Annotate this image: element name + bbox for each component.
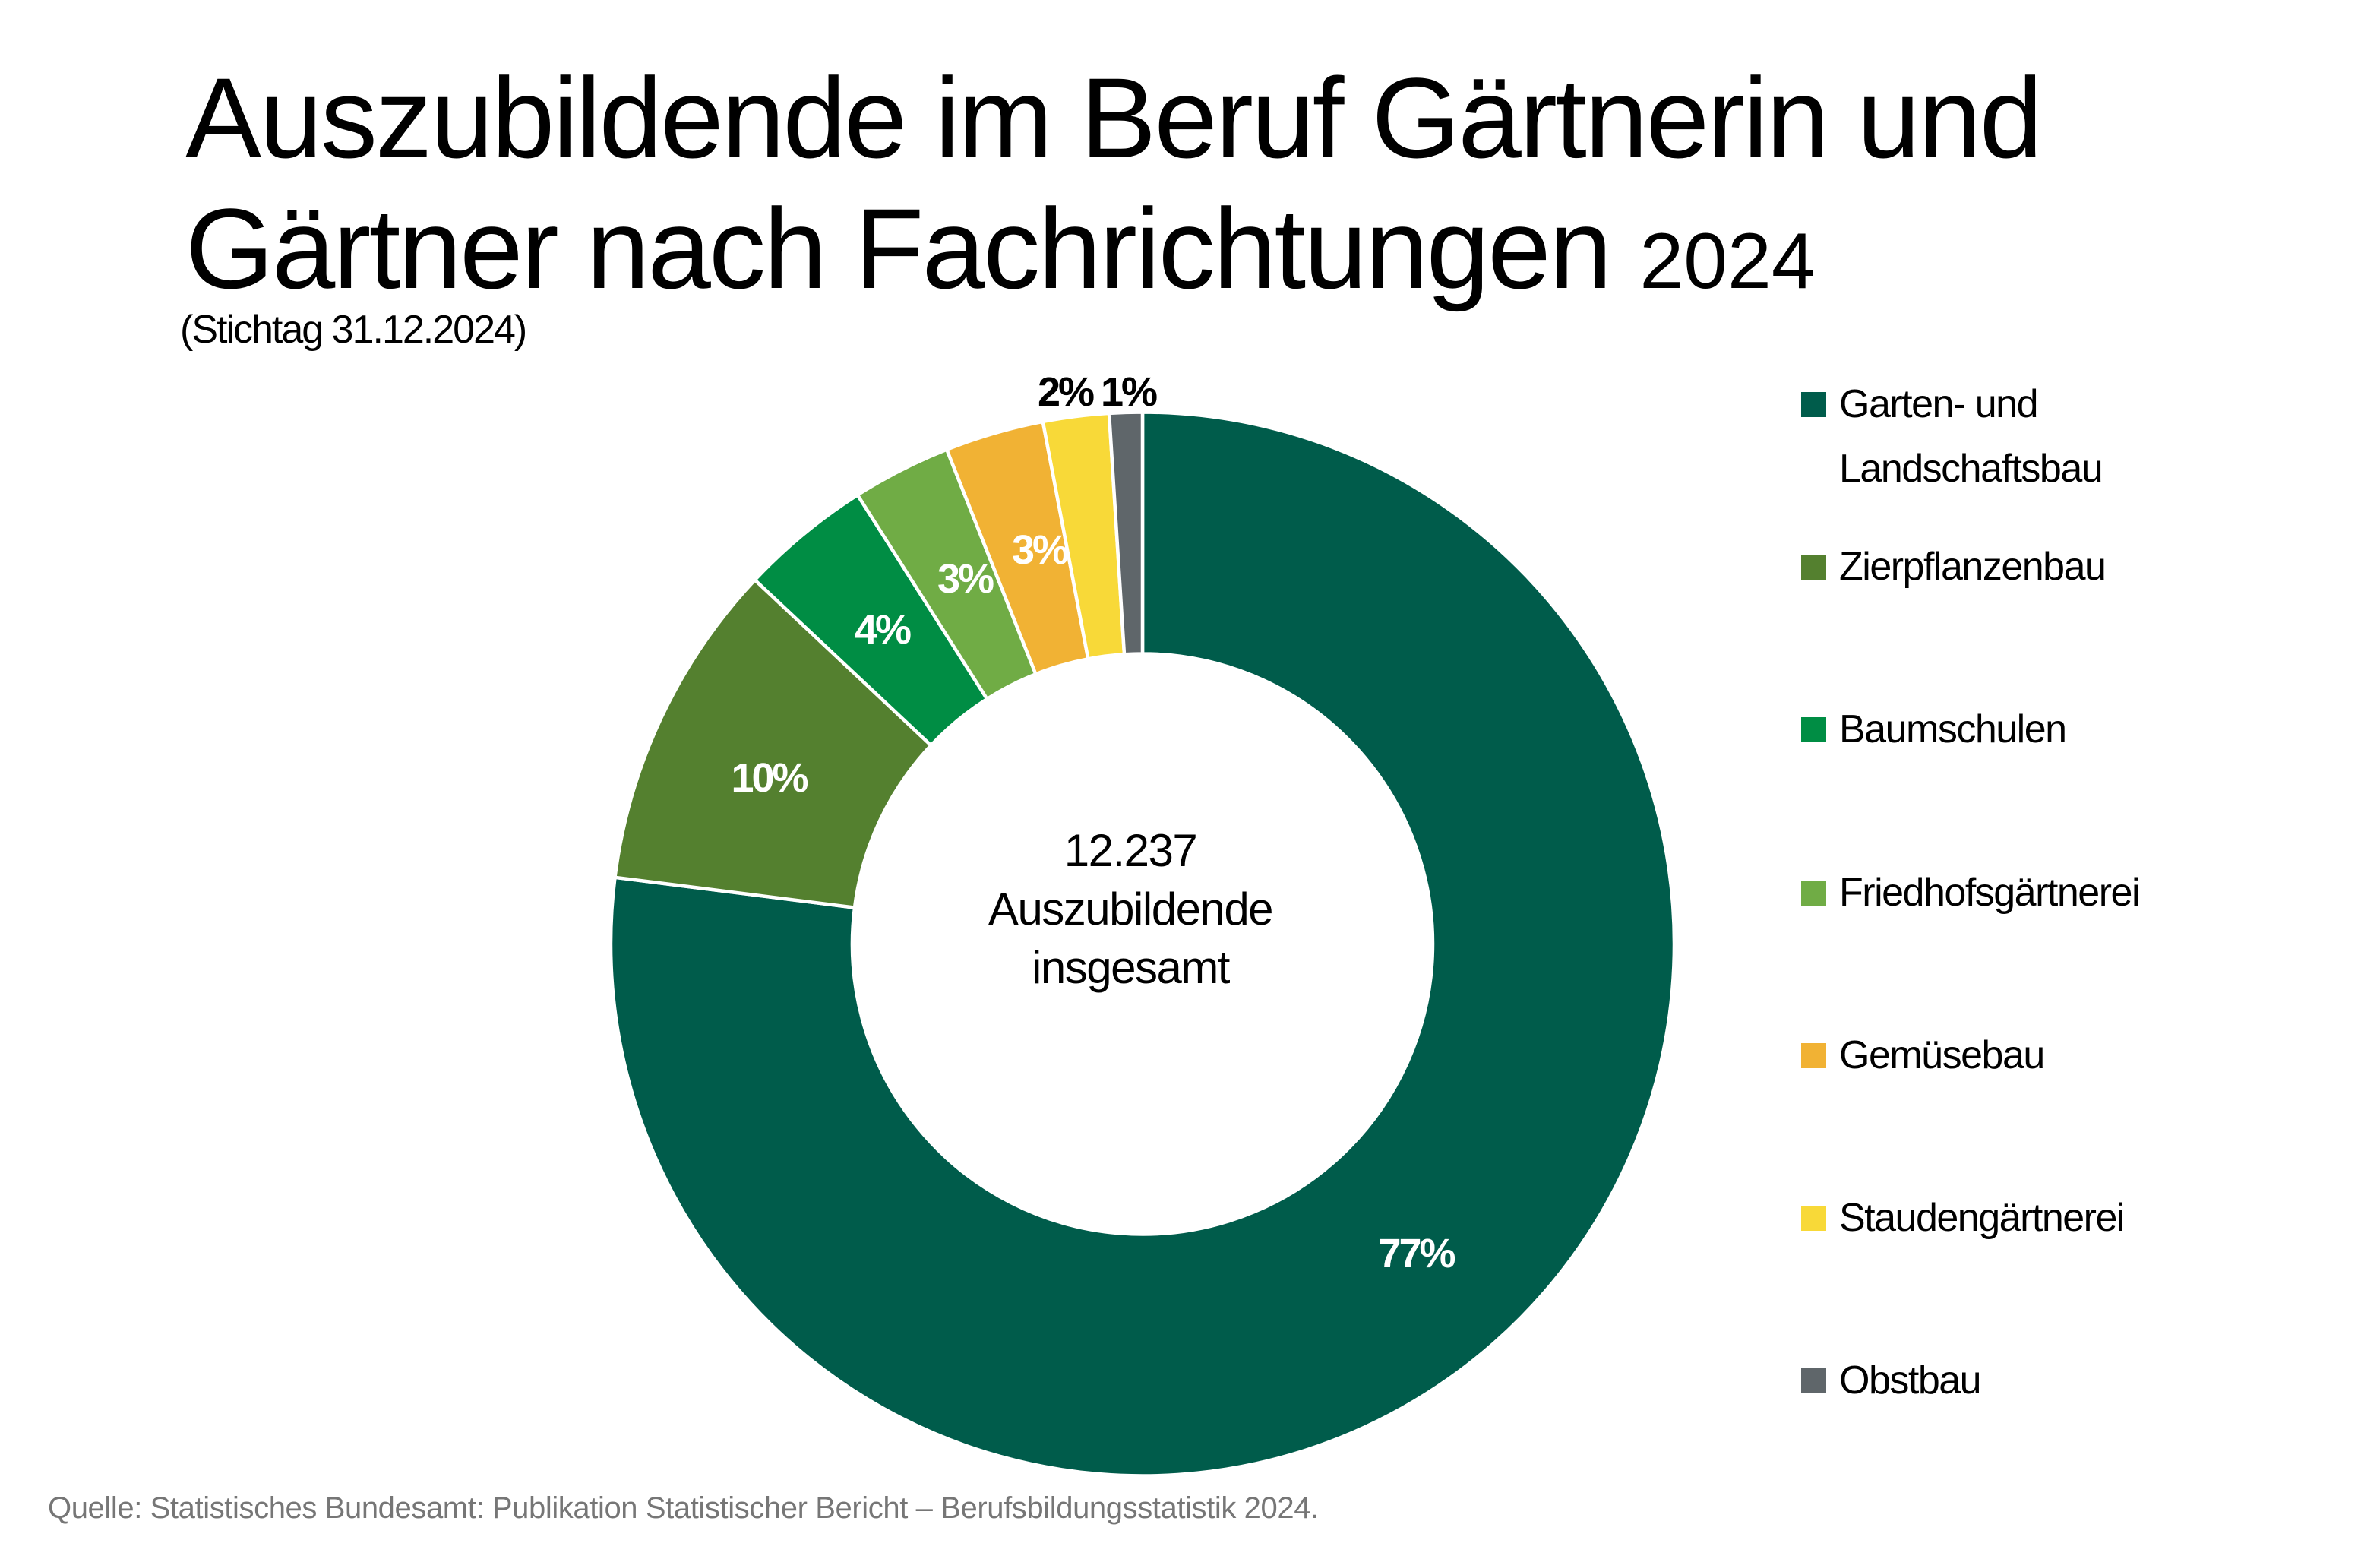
svg-text:10%: 10%: [731, 755, 808, 801]
svg-text:3%: 3%: [937, 556, 994, 602]
svg-text:2%: 2%: [1038, 369, 1094, 415]
svg-text:1%: 1%: [1101, 369, 1157, 415]
svg-text:4%: 4%: [855, 607, 911, 653]
svg-text:77%: 77%: [1378, 1231, 1455, 1276]
svg-text:3%: 3%: [1012, 527, 1068, 573]
